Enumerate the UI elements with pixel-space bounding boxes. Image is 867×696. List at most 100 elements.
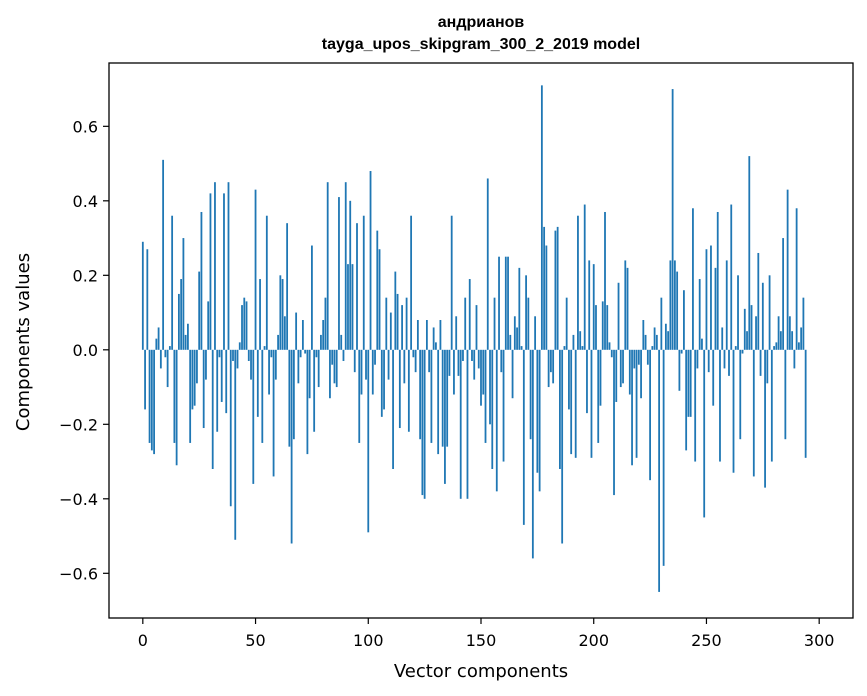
- bar-52: [259, 279, 261, 350]
- bar-293: [802, 297, 805, 350]
- x-tick-label: 50: [245, 631, 265, 650]
- y-tick-label: 0.0: [73, 341, 98, 360]
- bar-133: [441, 349, 444, 447]
- bar-216: [628, 349, 631, 395]
- bar-12: [168, 346, 171, 350]
- y-tick-label: −0.6: [59, 564, 98, 583]
- bar-87: [338, 197, 340, 350]
- bar-92: [349, 200, 352, 350]
- bar-78: [317, 349, 320, 388]
- bar-125: [423, 349, 426, 499]
- bar-266: [741, 349, 744, 354]
- bar-25: [198, 271, 201, 350]
- bar-253: [712, 349, 715, 406]
- bar-277: [766, 349, 769, 384]
- bar-281: [775, 342, 778, 350]
- bar-11: [166, 349, 169, 388]
- bar-225: [649, 349, 651, 481]
- bar-181: [549, 349, 552, 373]
- bar-191: [572, 334, 575, 350]
- bar-32: [214, 182, 216, 350]
- bar-119: [410, 215, 413, 350]
- x-tick-label: 0: [138, 631, 148, 650]
- bar-289: [793, 349, 796, 369]
- y-tick-label: −0.4: [59, 490, 98, 509]
- bar-244: [692, 208, 694, 350]
- bar-261: [730, 204, 733, 350]
- bar-192: [574, 349, 577, 458]
- bar-203: [599, 349, 602, 406]
- bar-136: [448, 349, 451, 376]
- bar-285: [784, 349, 787, 440]
- bar-257: [721, 327, 724, 350]
- bar-83: [329, 349, 331, 399]
- bar-258: [723, 349, 726, 369]
- bar-74: [308, 349, 311, 399]
- bar-198: [588, 260, 591, 350]
- bar-113: [396, 293, 399, 350]
- bar-10: [164, 349, 167, 358]
- bar-82: [326, 182, 329, 350]
- bar-146: [471, 349, 473, 361]
- bar-15: [175, 349, 178, 466]
- bar-265: [739, 349, 742, 440]
- y-axis-label: Components values: [13, 253, 34, 431]
- bar-65: [288, 349, 291, 447]
- bar-130: [435, 342, 437, 350]
- x-tick-label: 250: [691, 631, 722, 650]
- bar-24: [196, 349, 198, 384]
- bar-240: [683, 290, 685, 350]
- bar-171: [527, 297, 530, 350]
- bar-53: [261, 349, 264, 443]
- bar-48: [250, 349, 252, 380]
- bar-9: [162, 159, 165, 350]
- bar-290: [795, 208, 798, 350]
- plot-frame: [108, 62, 854, 619]
- bar-67: [292, 349, 295, 440]
- bar-56: [268, 349, 270, 395]
- bar-117: [405, 297, 408, 350]
- bar-275: [761, 282, 764, 350]
- bar-66: [290, 349, 293, 544]
- bar-228: [655, 334, 658, 350]
- bar-185: [559, 349, 561, 469]
- bar-132: [439, 320, 442, 350]
- bar-68: [295, 312, 298, 350]
- bar-238: [678, 349, 681, 391]
- bar-97: [360, 349, 363, 395]
- bar-33: [216, 349, 219, 432]
- bar-234: [669, 260, 672, 350]
- bar-230: [660, 297, 663, 350]
- bar-70: [299, 349, 302, 358]
- bar-3: [148, 349, 151, 443]
- bar-20: [187, 323, 189, 350]
- bar-255: [716, 211, 719, 350]
- bar-137: [450, 215, 453, 350]
- bar-153: [486, 178, 489, 350]
- bar-278: [768, 275, 771, 350]
- bar-286: [786, 189, 789, 350]
- bar-187: [563, 346, 566, 350]
- bar-145: [468, 279, 471, 350]
- bar-21: [189, 349, 192, 443]
- bar-30: [209, 193, 212, 350]
- x-axis: 0 50 100 150 200 250 300: [138, 618, 835, 650]
- bar-231: [662, 349, 665, 566]
- bar-208: [610, 349, 613, 358]
- bar-241: [685, 349, 688, 451]
- x-tick-label: 300: [804, 631, 835, 650]
- bar-85: [333, 349, 336, 384]
- bar-186: [561, 349, 564, 544]
- bar-55: [265, 215, 268, 350]
- bar-272: [755, 316, 757, 350]
- bar-37: [225, 349, 228, 414]
- bar-150: [480, 349, 482, 406]
- bar-4: [150, 349, 153, 451]
- bar-26: [200, 211, 203, 350]
- bar-116: [403, 349, 406, 384]
- bar-236: [673, 260, 676, 350]
- bar-143: [464, 297, 467, 350]
- bar-224: [646, 349, 649, 365]
- bar-256: [719, 349, 721, 462]
- bar-104: [376, 230, 379, 350]
